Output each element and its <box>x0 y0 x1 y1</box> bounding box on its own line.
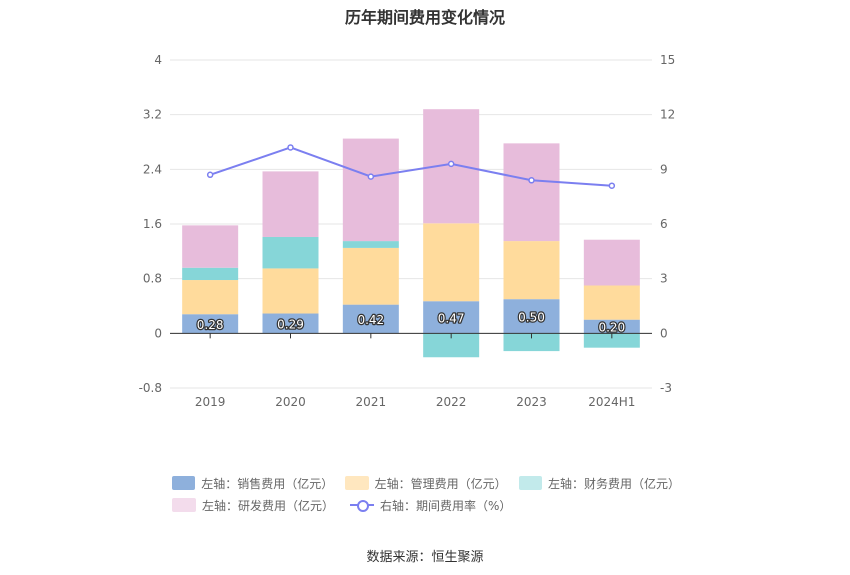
bar-layer <box>182 109 640 358</box>
x-axis-tick-label: 2021 <box>356 395 387 409</box>
rate-point <box>528 177 535 184</box>
bar-sales <box>262 313 319 334</box>
legend-item-sales[interactable]: 左轴：销售费用（亿元） <box>172 475 334 492</box>
x-axis-tick-label: 2024H1 <box>588 395 635 409</box>
left-axis-tick-label: 4 <box>154 53 162 67</box>
bar-rnd <box>342 138 399 242</box>
bar-rnd <box>262 171 319 237</box>
bar-rnd <box>503 143 560 242</box>
data-label-sales: 0.28 <box>197 318 224 332</box>
legend-item-finance[interactable]: 左轴：财务费用（亿元） <box>518 475 680 492</box>
data-label-sales: 0.29 <box>277 317 304 331</box>
bar-sales <box>182 314 239 334</box>
right-axis-tick-label: 9 <box>660 162 668 176</box>
legend-swatch-admin <box>345 476 369 490</box>
legend-swatch-rate <box>350 498 375 512</box>
data-source: 数据来源：恒生聚源 <box>366 550 484 565</box>
bar-admin <box>262 268 319 314</box>
chart-title: 历年期间费用变化情况 <box>344 8 505 27</box>
bar-sales <box>342 304 399 334</box>
bar-finance <box>503 333 560 352</box>
grid-lines <box>170 59 652 389</box>
bar-rnd <box>182 225 239 268</box>
bar-admin <box>342 247 399 305</box>
data-label-sales: 0.50 <box>518 310 545 324</box>
legend-label-rate: 右轴：期间费用率（%） <box>380 498 512 513</box>
bar-sales <box>423 301 480 334</box>
bar-admin <box>423 223 480 302</box>
x-axis-tick-label: 2020 <box>275 395 306 409</box>
legend-item-rnd[interactable]: 左轴：研发费用（亿元） <box>172 497 334 514</box>
legend-label-finance: 左轴：财务费用（亿元） <box>547 476 680 491</box>
left-axis-tick-label: 0 <box>154 326 162 340</box>
rate-line <box>209 146 612 187</box>
legend-swatch-finance <box>518 476 542 490</box>
data-label-sales: 0.20 <box>598 321 625 335</box>
right-axis-tick-label: 3 <box>660 272 668 286</box>
bar-sales <box>583 319 640 334</box>
rate-point <box>206 171 214 179</box>
rate-point <box>608 182 616 189</box>
bar-finance <box>583 333 640 348</box>
bar-admin <box>503 241 560 300</box>
x-axis-tick-label: 2023 <box>516 395 547 409</box>
bar-rnd <box>583 239 640 286</box>
legend-label-admin: 左轴：管理费用（亿元） <box>374 476 507 491</box>
legend-label-rnd: 左轴：研发费用（亿元） <box>202 498 335 513</box>
x-axis-tick-label: 2019 <box>195 395 226 409</box>
bar-admin <box>182 280 239 315</box>
left-axis-tick-label: -0.8 <box>139 381 162 395</box>
legend-swatch-sales <box>172 476 196 490</box>
right-axis-tick-label: 0 <box>660 326 668 340</box>
bar-admin <box>583 285 640 320</box>
legend: 左轴：销售费用（亿元） 左轴：管理费用（亿元） 左轴：财务费用（亿元） 左轴：研… <box>172 472 692 516</box>
left-axis-tick-label: 3.2 <box>143 108 162 122</box>
rate-line-layer <box>206 144 616 189</box>
left-axis-tick-label: 0.8 <box>143 272 162 286</box>
bar-finance <box>262 236 319 269</box>
axes: 4 15 3.2 12 2.4 9 1.6 6 0.8 3 0 0 -0.8 -3 2019 2020 2021… <box>139 53 676 409</box>
bar-finance <box>423 333 480 358</box>
legend-label-sales: 左轴：销售费用（亿元） <box>201 476 334 491</box>
right-axis-tick-label: -3 <box>660 381 672 395</box>
x-axis-tick-label: 2022 <box>436 395 467 409</box>
rate-point <box>447 160 455 168</box>
data-label-sales: 0.42 <box>357 313 384 327</box>
left-axis-tick-label: 2.4 <box>143 162 162 176</box>
data-label-sales: 0.47 <box>438 311 465 325</box>
legend-item-admin[interactable]: 左轴：管理费用（亿元） <box>345 475 507 492</box>
right-axis-tick-label: 15 <box>660 53 675 67</box>
bar-sales <box>503 299 560 334</box>
left-axis-tick-label: 1.6 <box>143 217 162 231</box>
rate-point <box>287 144 294 151</box>
legend-swatch-rnd <box>172 498 196 512</box>
legend-item-rate[interactable]: 右轴：期间费用率（%） <box>350 497 511 514</box>
right-axis-tick-label: 12 <box>660 108 675 122</box>
rate-point <box>367 173 375 180</box>
bar-finance <box>342 241 399 248</box>
bar-finance <box>182 267 239 281</box>
data-labels: 0.28 0.29 0.42 0.47 0.50 0.20 <box>196 309 627 336</box>
right-axis-tick-label: 6 <box>660 217 668 231</box>
